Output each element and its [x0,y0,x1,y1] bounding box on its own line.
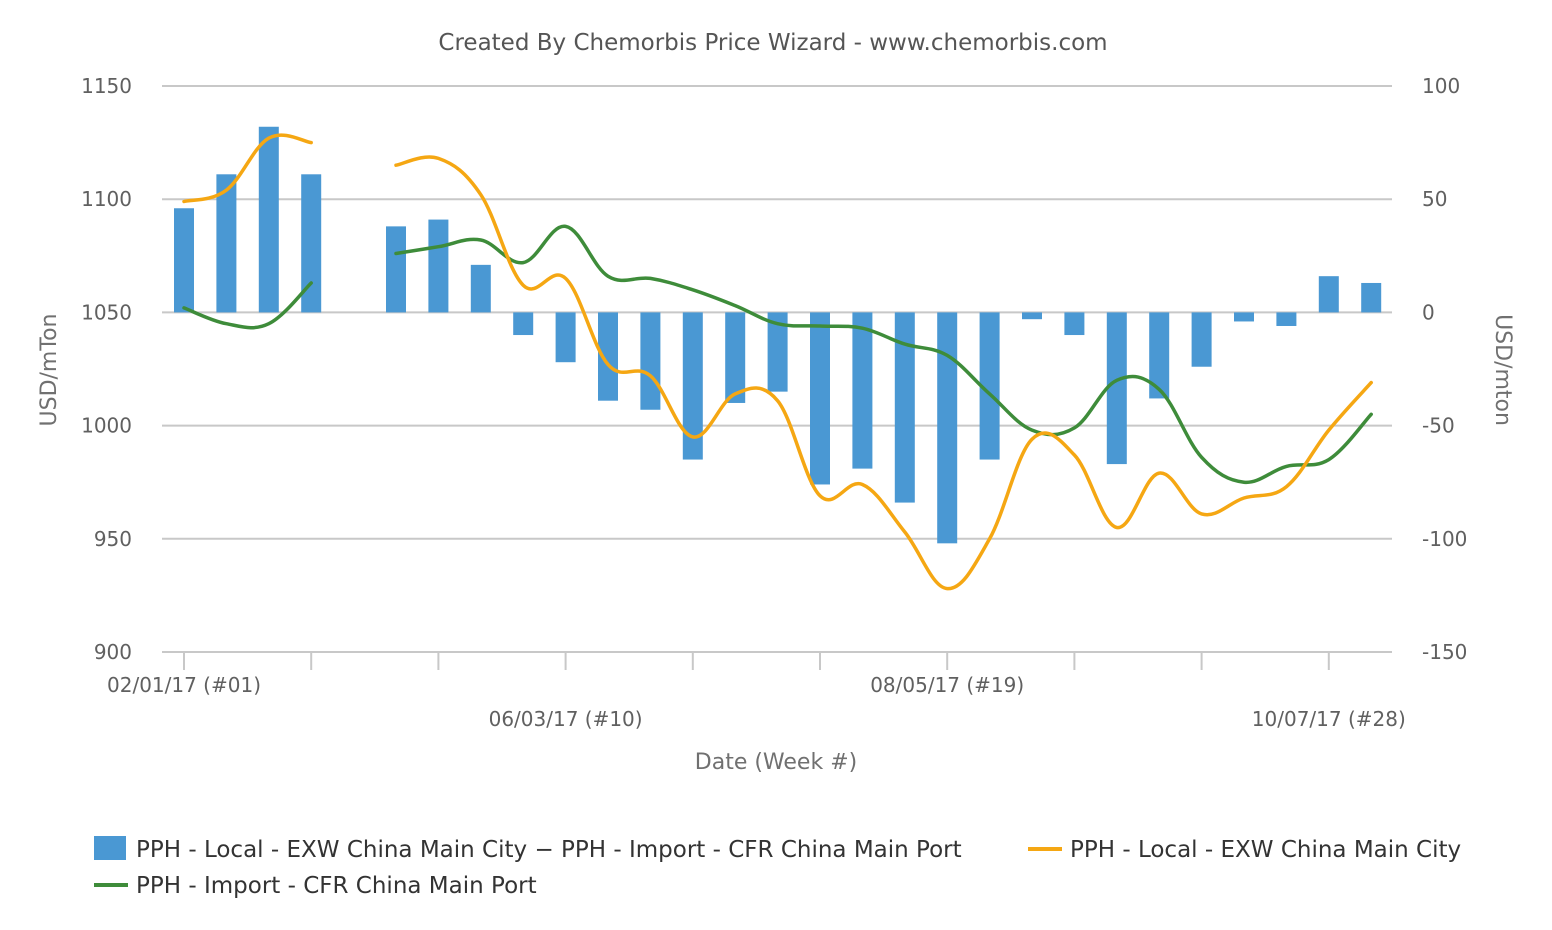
spread-bar [682,312,703,460]
x-axis-title: Date (Week #) [695,750,857,775]
spread-bar [1149,312,1170,399]
y-axis-left-title: USD/mTon [37,314,62,427]
y-left-tick-label: 1050 [81,300,132,324]
legend-label-spread: PPH - Local - EXW China Main City − PPH … [136,837,962,863]
x-tick-label: 10/07/17 (#28) [1252,707,1406,731]
y-left-tick-label: 950 [94,527,132,551]
y-axis-right: 100 50 0 -50 -100 -150 [1422,74,1467,664]
spread-bar [767,312,788,392]
spread-bar [258,126,279,313]
spread-bar [513,312,534,336]
spread-bar [386,226,406,313]
y-right-tick-label: 0 [1422,300,1435,324]
chart-title: Created By Chemorbis Price Wizard - www.… [438,30,1107,56]
local-price-line [394,155,1373,591]
spread-bar [1064,312,1085,336]
spread-bar [1022,312,1042,320]
spread-bar [979,312,1000,460]
spread-bar [301,174,322,313]
spread-bar [1318,276,1339,313]
y-left-tick-label: 1000 [81,414,132,438]
x-tick-label: 06/03/17 (#10) [489,707,643,731]
legend-label-import: PPH - Import - CFR China Main Port [136,873,537,899]
spread-bar [810,312,830,485]
spread-bar [640,312,661,410]
spread-bar [1234,312,1254,322]
spread-bar [852,312,873,469]
spread-bar [725,312,746,403]
spread-bar [937,312,958,544]
legend: PPH - Local - EXW China Main City − PPH … [94,836,1461,899]
local-price-line [182,133,313,204]
y-right-tick-label: -150 [1422,640,1467,664]
y-left-tick-label: 1150 [81,74,132,98]
import-price-line [394,224,1373,484]
spread-bar [1191,312,1212,367]
x-axis: 02/01/17 (#01) 06/03/17 (#10) 08/05/17 (#1… [107,651,1406,731]
legend-label-local: PPH - Local - EXW China Main City [1070,837,1461,863]
y-left-tick-label: 900 [94,640,132,664]
y-axis-right-title: USD/mton [1490,314,1515,426]
spread-bar [216,174,237,313]
y-right-tick-label: 100 [1422,74,1460,98]
x-tick-label: 02/01/17 (#01) [107,673,261,697]
import-price-line [182,281,313,330]
spread-bar [428,219,449,313]
y-right-tick-label: 50 [1422,187,1447,211]
y-axis-left: 1150 1100 1050 1000 950 900 [81,74,132,664]
y-left-tick-label: 1100 [81,187,132,211]
line-series [182,133,1373,591]
spread-bar [1361,282,1382,313]
spread-bar [1106,312,1127,465]
spread-bar [174,208,194,313]
spread-bar [470,264,491,313]
y-right-tick-label: -100 [1422,527,1467,551]
spread-bar [1276,312,1297,326]
x-tick-label: 08/05/17 (#19) [870,673,1024,697]
spread-bar [894,312,915,503]
spread-bar [598,312,618,401]
bar-series [174,126,1382,544]
spread-bar [555,312,576,363]
y-right-tick-label: -50 [1422,414,1455,438]
legend-swatch-spread-bar [94,836,126,860]
